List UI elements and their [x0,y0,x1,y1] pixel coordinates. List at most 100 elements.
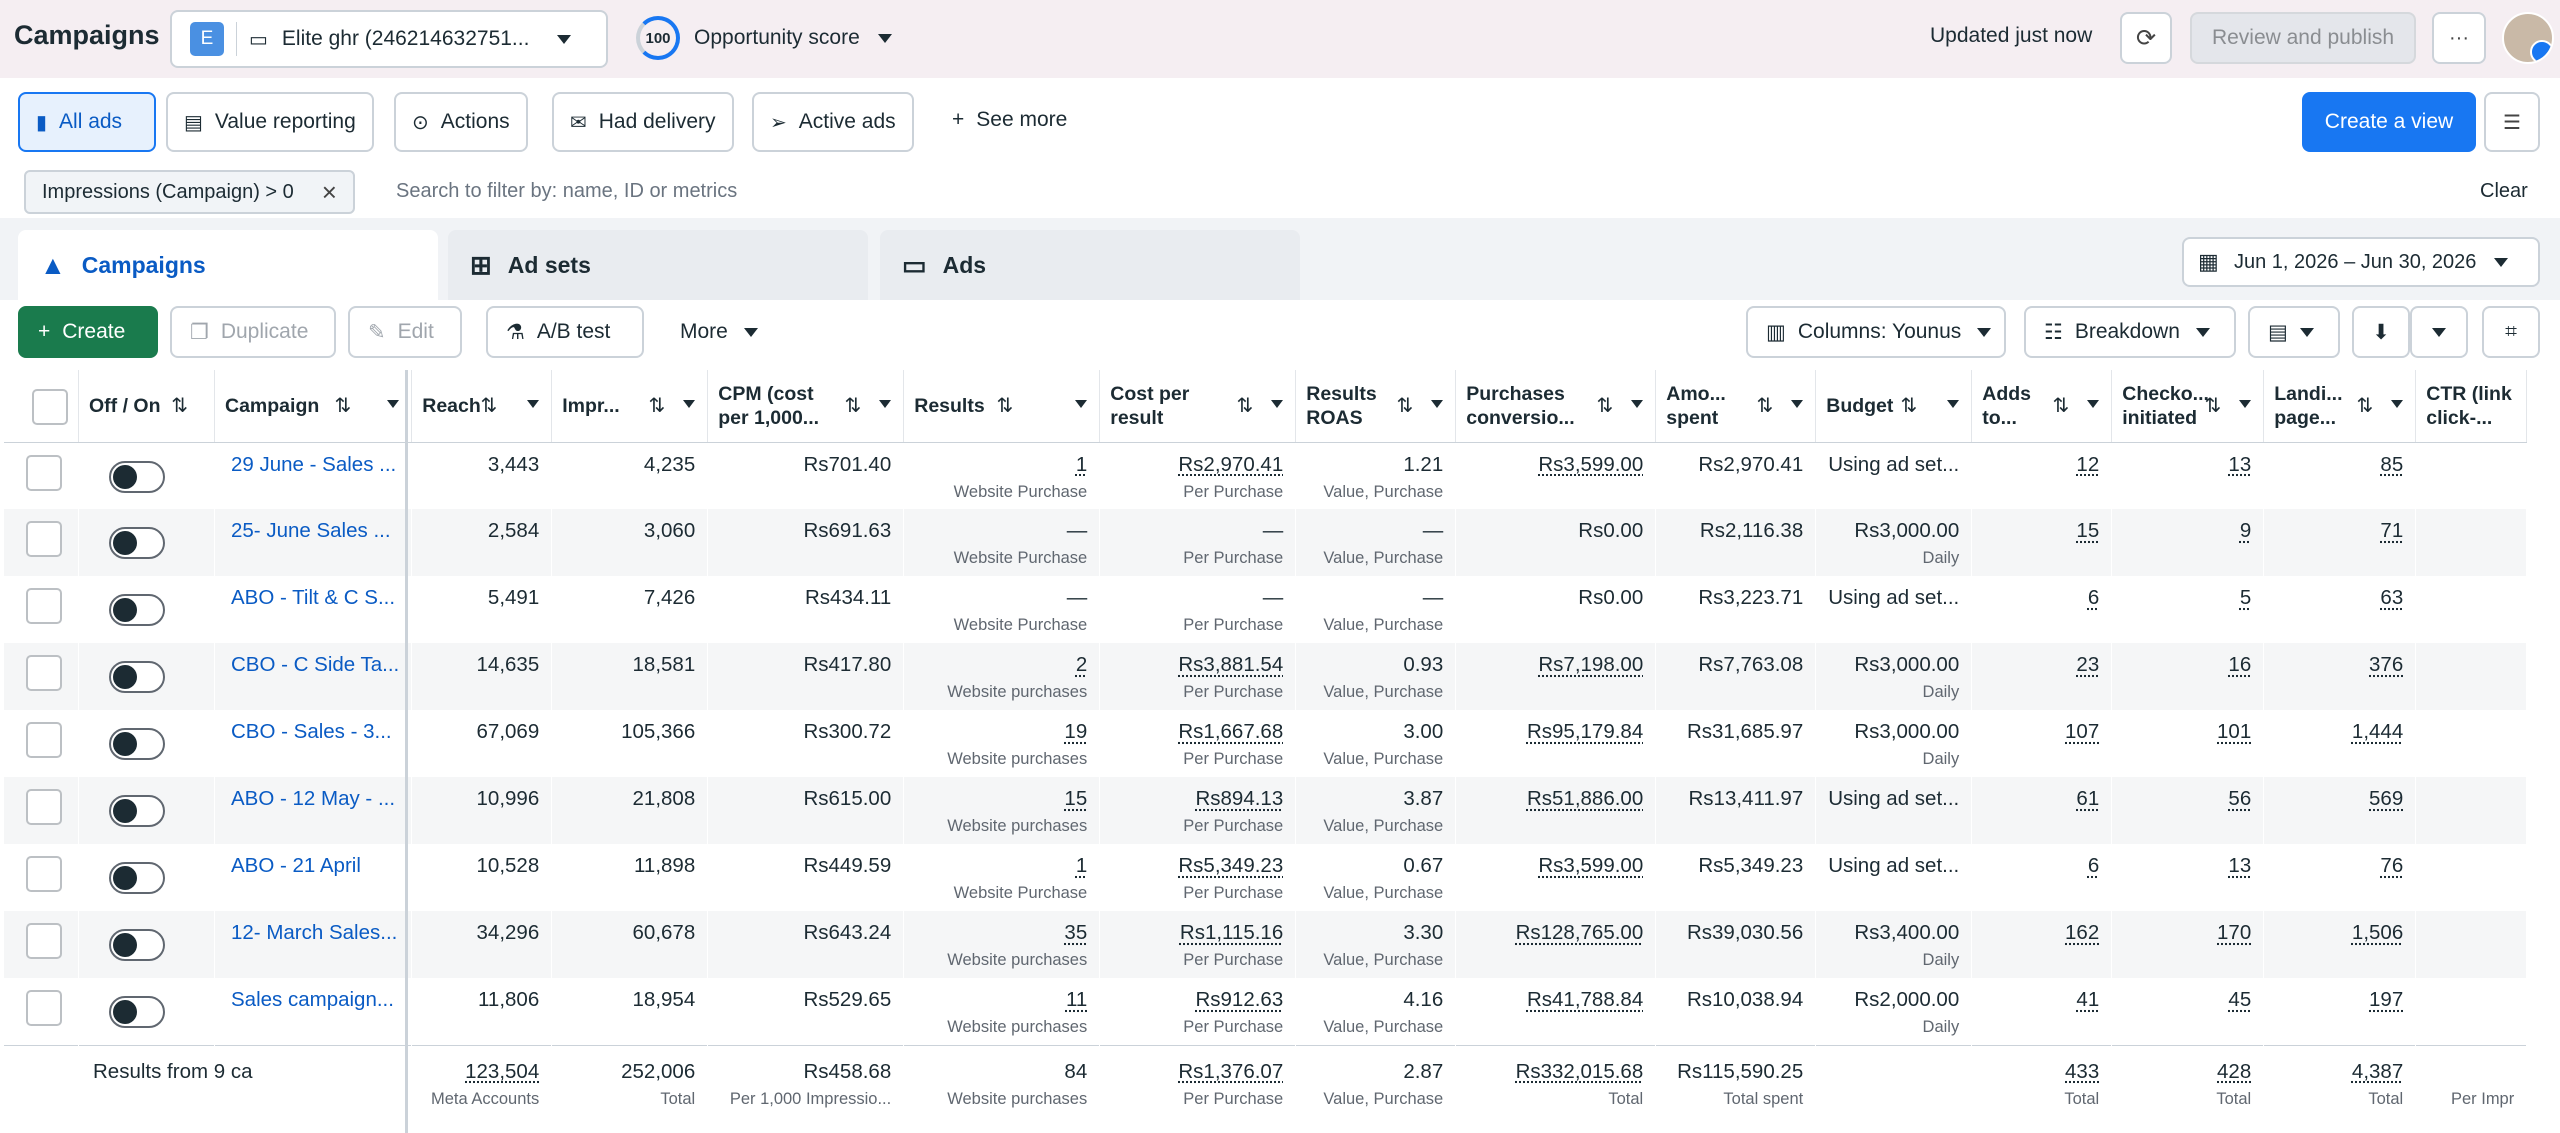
status-toggle[interactable] [109,728,165,760]
table-row[interactable]: ABO - Tilt & C S... 5,491 7,426 Rs434.11… [4,576,2527,643]
filter-chip[interactable]: Impressions (Campaign) > 0 × [24,170,355,214]
cell-value: 5 [2239,586,2252,609]
campaign-name-link[interactable]: 12- March Sales... [214,911,412,978]
column-header-amount-spent[interactable]: Amo... spent ⇅ [1655,370,1817,443]
cell-value: Rs2,970.41 [1178,452,1284,476]
row-checkbox[interactable] [26,789,62,825]
export-menu-button[interactable] [2410,306,2468,358]
breakdown-button[interactable]: ☷ Breakdown [2024,306,2236,358]
table-row[interactable]: ABO - 21 April 10,528 11,898 Rs449.59 1 W… [4,844,2527,911]
more-button[interactable]: More [660,306,772,358]
status-toggle[interactable] [109,661,165,693]
view-all-ads[interactable]: ▮ All ads [18,92,156,152]
more-options-button[interactable]: ··· [2432,12,2486,64]
sort-icon: ⇅ [1236,395,1254,417]
table-row[interactable]: CBO - C Side Ta... 14,635 18,581 Rs417.8… [4,643,2527,710]
cell-value: 3,443 [487,452,540,476]
date-range-picker[interactable]: ▦ Jun 1, 2026 – Jun 30, 2026 [2182,237,2540,287]
column-header-reach[interactable]: Reach ⇅ [411,370,553,443]
ab-test-button[interactable]: ⚗ A/B test [486,306,644,358]
cell-sub-label: Total [2368,1089,2404,1108]
row-checkbox[interactable] [26,454,62,491]
column-header-impressions[interactable]: Impr... ⇅ [551,370,709,443]
campaign-name-link[interactable]: 25- June Sales ... [214,509,412,576]
column-header-off-on[interactable]: Off / On ⇅ [78,370,215,443]
table-row[interactable]: ABO - 12 May - ... 10,996 21,808 Rs615.0… [4,777,2527,844]
status-toggle[interactable] [109,795,165,827]
row-checkbox[interactable] [26,923,62,959]
campaign-name-link[interactable]: CBO - Sales - 3... [231,720,392,743]
row-checkbox[interactable] [26,655,62,691]
edit-button[interactable]: ✎ Edit [348,306,462,358]
envelope-icon: ✉ [570,111,587,134]
select-all-header[interactable] [4,370,79,443]
status-toggle[interactable] [109,929,165,961]
campaign-name-link[interactable]: ABO - 12 May - ... [214,777,412,844]
chevron-down-icon [2087,400,2100,408]
column-header-results-roas[interactable]: Results ROAS ⇅ [1295,370,1457,443]
avatar[interactable] [2502,12,2554,64]
columns-button[interactable]: ▥ Columns: Younus [1746,306,2006,358]
table-row[interactable]: 29 June - Sales ... 3,443 4,235 Rs701.40… [4,442,2527,509]
campaign-name-link[interactable]: Sales campaign... [231,988,394,1011]
table-row[interactable]: 25- June Sales ... 2,584 3,060 Rs691.63 … [4,509,2527,576]
pinned-column-divider[interactable] [405,370,408,1133]
status-toggle[interactable] [109,527,165,559]
create-view-button[interactable]: Create a view [2302,92,2476,152]
column-header-campaign[interactable]: Campaign ⇅ [214,370,413,443]
column-header-adds-to-cart[interactable]: Adds to... ⇅ [1971,370,2113,443]
row-checkbox[interactable] [26,990,62,1026]
clear-button[interactable]: Clear [2480,180,2528,202]
close-icon[interactable]: × [321,176,337,207]
charts-button[interactable]: ⌗ [2482,306,2540,358]
table-row[interactable]: 12- March Sales... 34,296 60,678 Rs643.2… [4,911,2527,978]
status-toggle[interactable] [109,862,165,894]
campaign-name-link[interactable]: CBO - C Side Ta... [214,643,412,710]
column-header-budget[interactable]: Budget ⇅ [1815,370,1973,443]
row-checkbox[interactable] [26,856,62,892]
tab-ad-sets[interactable]: ⊞ Ad sets [448,230,868,300]
tab-ads[interactable]: ▭ Ads [880,230,1300,300]
status-toggle[interactable] [109,594,165,626]
view-settings-button[interactable]: ☰ [2484,92,2540,152]
opportunity-score[interactable]: 100 Opportunity score [636,16,892,60]
export-button[interactable]: ⬇ [2352,306,2410,358]
reports-button[interactable]: ▤ [2248,306,2340,358]
select-all-checkbox[interactable] [32,388,68,425]
review-publish-button[interactable]: Review and publish [2190,12,2416,64]
view-active-ads[interactable]: ➢ Active ads [752,92,914,152]
view-had-delivery[interactable]: ✉ Had delivery [552,92,734,152]
column-header-results[interactable]: Results ⇅ [903,370,1101,443]
column-header-cost-per-result[interactable]: Cost per result ⇅ [1099,370,1297,443]
status-toggle[interactable] [109,996,165,1028]
column-header-landing-page[interactable]: Landi... page... ⇅ [2263,370,2417,443]
actions-icon: ⊙ [412,111,429,134]
duplicate-button[interactable]: ❐ Duplicate [170,306,336,358]
search-input[interactable]: Search to filter by: name, ID or metrics [396,180,738,202]
campaign-name-link[interactable]: 29 June - Sales ... [231,452,397,476]
account-selector[interactable]: E ▭ Elite ghr (246214632751... [170,10,608,68]
status-toggle[interactable] [109,460,165,493]
campaign-name-link[interactable]: ABO - 21 April [231,854,361,877]
column-header-checkouts-initiated[interactable]: Checko... initiated ⇅ [2111,370,2265,443]
tab-campaigns[interactable]: ▲ Campaigns [18,230,438,300]
row-checkbox[interactable] [26,722,62,758]
cell-value: Rs332,015.68 [1515,1059,1644,1083]
create-button[interactable]: + Create [18,306,158,358]
view-actions[interactable]: ⊙ Actions [394,92,528,152]
see-more-button[interactable]: + See more [952,108,1067,132]
view-value-reporting[interactable]: ▤ Value reporting [166,92,374,152]
row-checkbox[interactable] [26,521,62,557]
cell-sub-label: Website Purchase [953,616,1088,634]
cell-value: 2 [1075,653,1088,676]
table-row[interactable]: Sales campaign... 11,806 18,954 Rs529.65… [4,978,2527,1045]
column-header-cpm[interactable]: CPM (cost per 1,000... ⇅ [707,370,905,443]
column-header-ctr[interactable]: CTR (link click-... [2415,370,2528,443]
report-icon: ▤ [184,111,203,134]
column-header-purchases-conversion[interactable]: Purchases conversio... ⇅ [1455,370,1657,443]
table-row[interactable]: CBO - Sales - 3... 67,069 105,366 Rs300.… [4,710,2527,777]
cell-value: 63 [2380,586,2404,609]
campaign-name-link[interactable]: ABO - Tilt & C S... [231,586,396,609]
refresh-button[interactable]: ⟳ [2120,12,2172,64]
row-checkbox[interactable] [26,588,62,624]
